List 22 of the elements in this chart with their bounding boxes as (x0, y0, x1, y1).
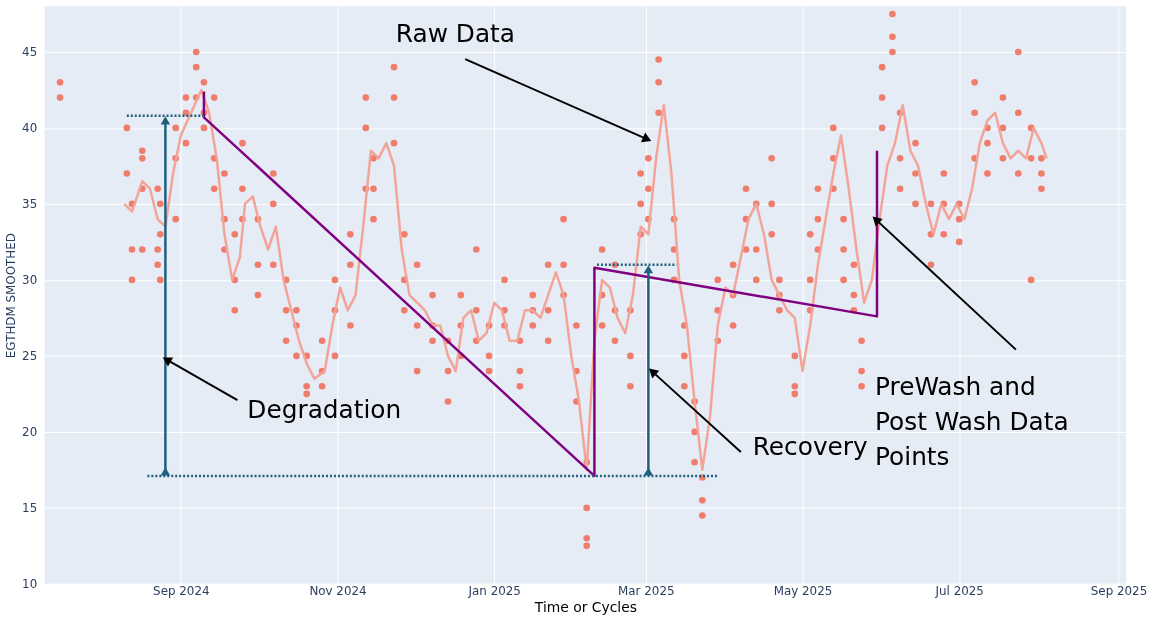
annotation: Degradation (247, 395, 402, 425)
x-tick-label: Jul 2025 (934, 584, 984, 599)
y-tick-label: 30 (22, 273, 38, 288)
x-tick-label: Jan 2025 (467, 584, 521, 599)
x-tick-label: Nov 2024 (309, 584, 367, 599)
annotation: Recovery (752, 431, 868, 461)
y-tick-label: 35 (22, 197, 38, 212)
annotation: PreWash and Post Wash Data Points (875, 372, 1069, 471)
x-tick-label: Mar 2025 (618, 584, 675, 599)
x-tick-label: Sep 2024 (153, 584, 210, 599)
line-series (202, 90, 879, 478)
y-tick-label: 10 (22, 577, 38, 592)
y-tick-label: 25 (22, 349, 38, 364)
x-tick-label: May 2025 (773, 584, 833, 599)
annotation: Raw Data (395, 19, 516, 49)
y-tick-label: 20 (22, 425, 38, 440)
x-axis-title: Time or Cycles (533, 599, 637, 616)
y-axis-title: EGTHDM SMOOTHED (4, 233, 19, 359)
y-tick-label: 40 (22, 121, 38, 136)
y-tick-label: 15 (22, 501, 38, 516)
y-tick-label: 45 (22, 45, 38, 60)
x-tick-label: Sep 2025 (1090, 584, 1148, 599)
